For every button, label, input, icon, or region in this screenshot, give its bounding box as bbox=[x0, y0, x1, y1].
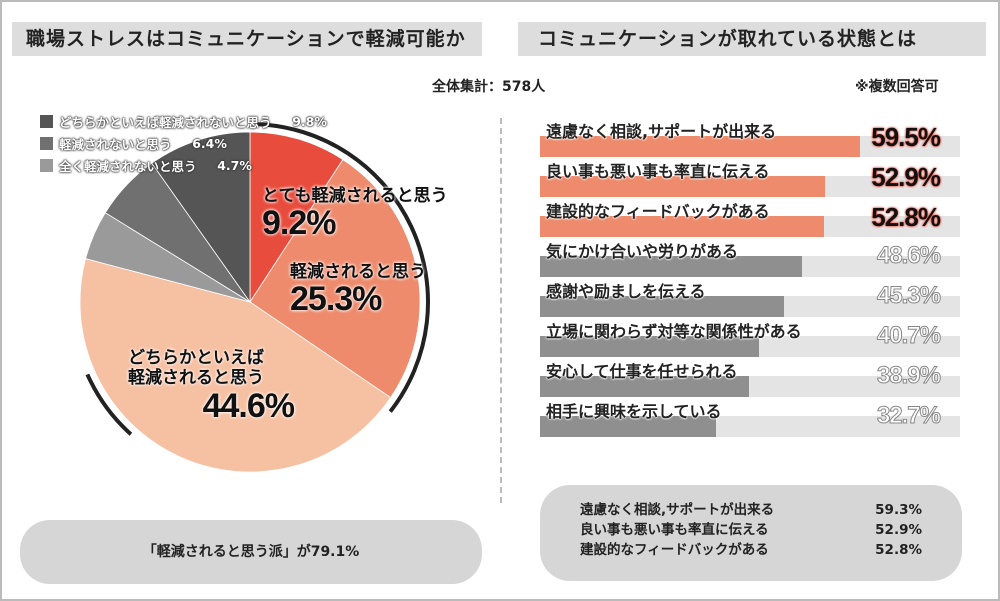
bar-row: 遠慮なく相談,サポートが出来る 59.5% bbox=[540, 122, 960, 162]
legend-label: 全く軽減されないと思う bbox=[59, 158, 197, 174]
divider bbox=[500, 118, 502, 503]
legend-item: 軽減されないと思う 6.4% bbox=[40, 132, 327, 154]
slice-value: 44.6% bbox=[202, 386, 295, 425]
bar-row: 感謝や励ましを伝える 45.3% bbox=[540, 282, 960, 322]
bar-label: 気にかけ合いや労りがある bbox=[546, 242, 739, 261]
bar-label: 安心して仕事を任せられる bbox=[546, 362, 738, 381]
slice-label: 軽減されると思う bbox=[128, 368, 264, 389]
pie-slice bbox=[79, 258, 392, 473]
group-outline-arc bbox=[256, 122, 430, 413]
pie-chart bbox=[79, 122, 430, 473]
bar-label: 良い事も悪い事も率直に伝える bbox=[546, 162, 770, 181]
summary-right: 遠慮なく相談,サポートが出来る 59.3% 良い事も悪い事も率直に伝える 52.9%… bbox=[540, 485, 962, 581]
bar-value: 45.3% bbox=[876, 282, 941, 310]
bar bbox=[540, 216, 825, 237]
multi-answer-note: ※複数回答可 bbox=[855, 79, 939, 95]
pie-slice bbox=[249, 159, 421, 399]
legend-label: どちらかといえば軽減されないと思う bbox=[59, 114, 272, 130]
pie-legend: どちらかといえば軽減されないと思う 9.8% 軽減されないと思う 6.4% 全く… bbox=[40, 110, 327, 176]
bar-value: 52.8% bbox=[871, 202, 941, 232]
bar-row: 気にかけ合いや労りがある 48.6% bbox=[540, 242, 960, 282]
bar-value: 59.5% bbox=[871, 122, 941, 152]
slice-label: とても軽減されると思う bbox=[262, 186, 448, 206]
bar-value: 38.9% bbox=[876, 362, 941, 390]
bar bbox=[540, 136, 861, 157]
summary-value: 52.8% bbox=[875, 542, 922, 558]
pie-slice bbox=[151, 131, 251, 304]
bar-row: 良い事も悪い事も率直に伝える 52.9% bbox=[540, 162, 960, 202]
pie-label-very-reduced: とても軽減されると思う 9.2% bbox=[262, 186, 448, 240]
summary-value: 59.3% bbox=[875, 502, 922, 518]
bar-label: 遠慮なく相談,サポートが出来る bbox=[546, 122, 777, 141]
slice-label: 軽減されると思う bbox=[290, 262, 426, 282]
summary-label: 遠慮なく相談,サポートが出来る bbox=[580, 502, 775, 518]
summary-row: 良い事も悪い事も率直に伝える 52.9% bbox=[580, 520, 922, 540]
bar-row: 立場に関わらず対等な関係性がある 40.7% bbox=[540, 322, 960, 362]
bar-row: 建設的なフィードバックがある 52.8% bbox=[540, 202, 960, 242]
bar-label: 相手に興味を示している bbox=[546, 402, 722, 421]
legend-swatch bbox=[40, 158, 53, 172]
summary-value: 52.9% bbox=[875, 522, 922, 538]
bar-label: 立場に関わらず対等な関係性がある bbox=[546, 322, 802, 341]
right-title: コミュニケーションが取れている状態とは bbox=[518, 22, 986, 56]
bar-label: 感謝や励ましを伝える bbox=[546, 282, 706, 301]
bar-row: 相手に興味を示している 32.7% bbox=[540, 402, 960, 442]
total-note: 全体集計：578人 bbox=[432, 79, 546, 95]
bar-value: 40.7% bbox=[876, 322, 941, 350]
legend-value: 9.8% bbox=[292, 113, 327, 129]
bar bbox=[540, 416, 717, 437]
legend-item: 全く軽減されないと思う 4.7% bbox=[40, 154, 327, 176]
group-outline-arc bbox=[85, 373, 133, 436]
slice-value: 25.3% bbox=[290, 280, 382, 319]
legend-swatch bbox=[40, 136, 53, 150]
bar bbox=[540, 256, 802, 277]
bar-value: 32.7% bbox=[876, 402, 941, 430]
slice-label: どちらかといえば bbox=[128, 348, 264, 368]
summary-row: 遠慮なく相談,サポートが出来る 59.3% bbox=[580, 500, 922, 520]
bar-label: 建設的なフィードバックがある bbox=[546, 202, 770, 221]
legend-swatch bbox=[40, 114, 53, 128]
bar-row: 安心して仕事を任せられる 38.9% bbox=[540, 362, 960, 402]
bar-value: 52.9% bbox=[871, 162, 941, 192]
bar bbox=[540, 176, 825, 197]
slice-value: 9.2% bbox=[262, 204, 336, 243]
pie-slice bbox=[249, 131, 344, 304]
bar bbox=[540, 336, 760, 357]
summary-row: 建設的なフィードバックがある 52.8% bbox=[580, 540, 922, 560]
left-title: 職場ストレスはコミュニケーションで軽減可能か bbox=[12, 22, 482, 56]
bar bbox=[540, 296, 784, 317]
legend-label: 軽減されないと思う bbox=[59, 136, 172, 152]
legend-item: どちらかといえば軽減されないと思う 9.8% bbox=[40, 110, 327, 132]
pie-label-reduced: 軽減されると思う 25.3% bbox=[290, 262, 426, 316]
summary-left: 「軽減されると思う派」が79.1% bbox=[20, 520, 482, 584]
legend-value: 6.4% bbox=[192, 135, 227, 151]
bar-value: 48.6% bbox=[876, 242, 941, 270]
summary-label: 建設的なフィードバックがある bbox=[580, 542, 769, 558]
bar bbox=[540, 376, 750, 397]
pie-label-somewhat-reduced: どちらかといえば 軽減されると思う 44.6% bbox=[128, 348, 295, 423]
summary-label: 良い事も悪い事も率直に伝える bbox=[580, 522, 769, 538]
legend-value: 4.7% bbox=[217, 157, 252, 173]
